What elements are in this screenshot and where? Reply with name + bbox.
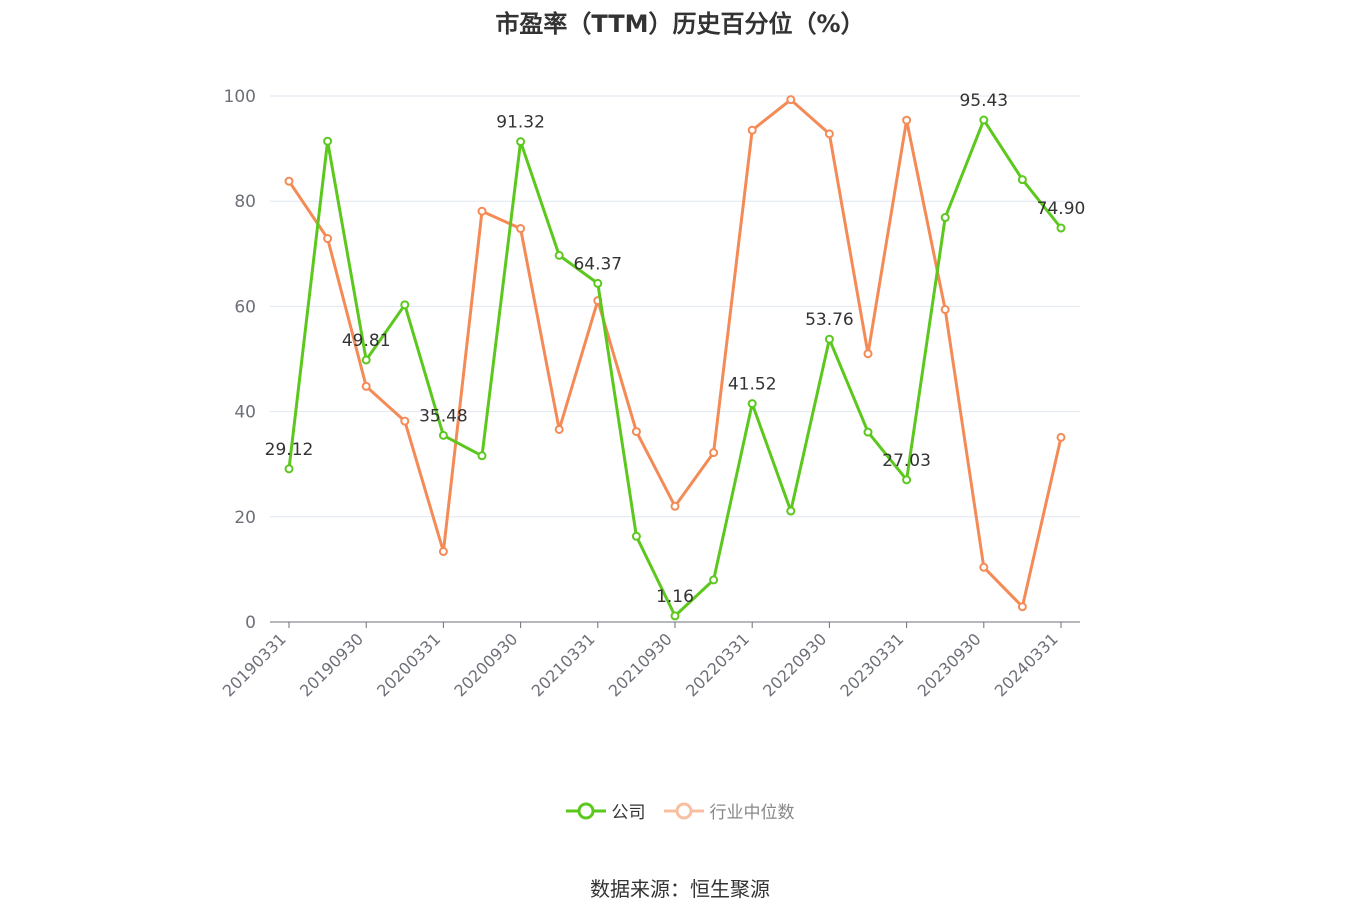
data-label: 41.52 — [728, 375, 777, 395]
data-label: 91.32 — [496, 113, 545, 133]
data-point-industry-median — [284, 176, 294, 186]
data-point-industry-median — [1056, 432, 1066, 442]
data-label: 53.76 — [805, 310, 854, 330]
data-point-company — [631, 531, 641, 541]
data-point-industry-median — [554, 424, 564, 434]
grid-layer — [270, 95, 1080, 518]
data-point-company — [400, 300, 410, 310]
data-label: 74.90 — [1037, 199, 1086, 219]
data-point-industry-median — [477, 206, 487, 216]
data-point-industry-median — [863, 349, 873, 359]
legend: 公司 行业中位数 — [0, 798, 1360, 823]
data-label-layer: 29.12 49.81 35.48 91.32 64.37 1.16 41.52 53.76 2… — [265, 91, 1086, 607]
data-point-company — [902, 475, 912, 485]
series-line-industry-median — [287, 98, 1063, 609]
data-point-company — [516, 137, 526, 147]
y-tick-label: 80 — [234, 192, 256, 212]
data-point-company — [554, 250, 564, 260]
data-point-industry-median — [786, 95, 796, 105]
chart-canvas: 0 20 40 60 80 100 20190331 20190930 20200331 2020… — [219, 87, 1086, 700]
x-tick-label: 20210930 — [605, 629, 676, 700]
legend-industry-label: 行业中位数 — [709, 803, 795, 823]
data-point-company — [323, 136, 333, 146]
data-point-company — [940, 213, 950, 223]
data-point-company — [438, 430, 448, 440]
data-point-company — [709, 575, 719, 585]
y-tick-label: 100 — [224, 87, 256, 107]
data-point-industry-median — [516, 224, 526, 234]
data-point-industry-median — [438, 547, 448, 557]
data-point-company — [979, 115, 989, 125]
data-point-company — [477, 451, 487, 461]
x-tick-label: 20230930 — [914, 629, 985, 700]
source-note: 数据来源：恒生聚源 — [590, 877, 770, 901]
legend-item-industry-median[interactable]: 行业中位数 — [663, 798, 795, 823]
y-tick-label: 0 — [245, 613, 256, 633]
data-point-company — [1017, 175, 1027, 185]
axis-layer: 0 20 40 60 80 100 20190331 20190930 20200331 2020… — [219, 87, 1080, 700]
x-tick-label: 20220331 — [682, 629, 753, 700]
data-point-industry-median — [902, 115, 912, 125]
data-label: 64.37 — [573, 254, 622, 274]
data-point-company — [1056, 223, 1066, 233]
data-point-company — [747, 399, 757, 409]
x-tick-label: 20220930 — [759, 629, 830, 700]
series-layer — [284, 95, 1066, 621]
data-point-company — [593, 278, 603, 288]
data-point-industry-median — [940, 305, 950, 315]
data-label: 29.12 — [265, 440, 314, 460]
data-point-industry-median — [1017, 602, 1027, 612]
data-label: 95.43 — [959, 91, 1008, 111]
data-point-industry-median — [824, 129, 834, 139]
data-point-company — [284, 464, 294, 474]
data-point-industry-median — [670, 501, 680, 511]
y-tick-label: 20 — [234, 508, 256, 528]
x-tick-label: 20200331 — [373, 629, 444, 700]
data-point-industry-median — [400, 416, 410, 426]
data-point-industry-median — [361, 381, 371, 391]
data-label: 1.16 — [656, 587, 694, 607]
x-tick-label: 20240331 — [991, 629, 1062, 700]
x-tick-label: 20190331 — [219, 629, 290, 700]
data-label: 49.81 — [342, 331, 391, 351]
y-tick-label: 40 — [234, 403, 256, 423]
data-point-industry-median — [979, 562, 989, 572]
legend-item-company[interactable]: 公司 — [565, 798, 646, 823]
x-tick-label: 20210331 — [528, 629, 599, 700]
data-point-industry-median — [709, 448, 719, 458]
data-label: 35.48 — [419, 406, 468, 426]
data-label: 27.03 — [882, 451, 931, 471]
x-tick-label: 20230331 — [836, 629, 907, 700]
data-point-industry-median — [747, 125, 757, 135]
data-point-industry-median — [323, 234, 333, 244]
data-point-industry-median — [631, 427, 641, 437]
data-point-company — [361, 355, 371, 365]
legend-industry-line-icon — [663, 802, 704, 819]
chart-title: 市盈率（TTM）历史百分位（%） — [495, 10, 865, 38]
data-point-company — [824, 334, 834, 344]
legend-company-label: 公司 — [611, 803, 646, 823]
y-tick-label: 60 — [234, 297, 256, 317]
legend-company-line-icon — [565, 802, 606, 819]
x-tick-label: 20200930 — [450, 629, 521, 700]
x-tick-label: 20190930 — [296, 629, 367, 700]
data-point-company — [786, 506, 796, 516]
data-point-company — [863, 427, 873, 437]
data-point-company — [670, 611, 680, 621]
series-line-company — [287, 118, 1063, 618]
